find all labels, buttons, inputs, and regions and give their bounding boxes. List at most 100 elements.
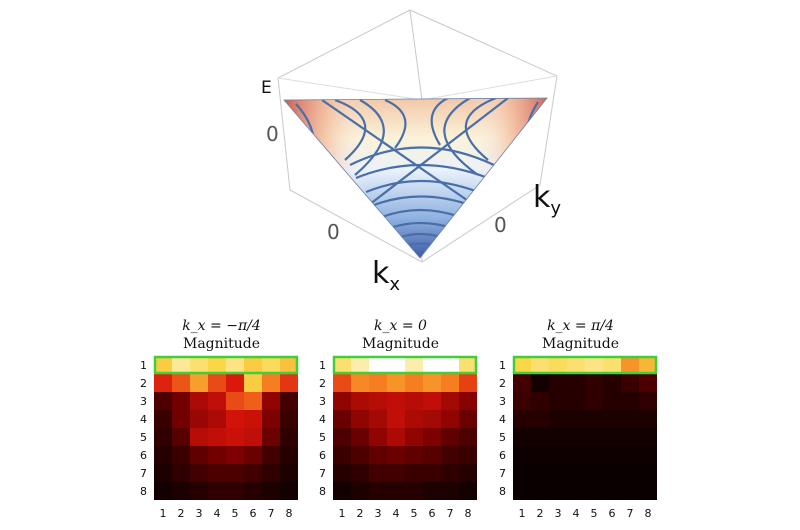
- heatmap-cell: [244, 464, 262, 482]
- heatmap-cell: [513, 356, 531, 374]
- heatmap-cell: [639, 428, 657, 446]
- heatmap-col-tick: 2: [178, 507, 185, 520]
- heatmap-cell: [621, 482, 639, 500]
- heatmap-cell: [441, 446, 459, 464]
- heatmap-cell: [280, 482, 298, 500]
- heatmap-cell: [603, 446, 621, 464]
- energy-axis-tick-zero: 0: [266, 122, 279, 146]
- heatmap-cell: [351, 410, 369, 428]
- heatmap-cell: [280, 356, 298, 374]
- heatmap-row-tick: 6: [319, 449, 326, 462]
- heatmap-row-tick: 1: [319, 359, 326, 372]
- heatmap-row-tick: 7: [140, 467, 147, 480]
- heatmap-cell: [280, 410, 298, 428]
- heatmap-cell: [639, 410, 657, 428]
- heatmap-col-tick: 7: [447, 507, 454, 520]
- heatmap-cell: [513, 464, 531, 482]
- heatmap-row-tick: 3: [140, 395, 147, 408]
- heatmap-cell: [405, 374, 423, 392]
- heatmap-col-tick: 6: [250, 507, 257, 520]
- heatmap-cell: [190, 356, 208, 374]
- heatmap-row-tick: 2: [499, 377, 506, 390]
- heatmap-cell: [226, 482, 244, 500]
- heatmap-col-tick: 4: [393, 507, 400, 520]
- heatmap-cell: [172, 482, 190, 500]
- heatmap-title: k_x = 0: [374, 318, 427, 334]
- heatmap-cell: [567, 464, 585, 482]
- heatmap-cell: [621, 392, 639, 410]
- heatmap-cell: [567, 410, 585, 428]
- heatmap-row-tick: 3: [499, 395, 506, 408]
- heatmap-cell: [280, 446, 298, 464]
- heatmap-row-tick: 4: [140, 413, 147, 426]
- heatmap-row-tick: 1: [499, 359, 506, 372]
- heatmap-cell: [208, 446, 226, 464]
- heatmap-row-tick: 3: [319, 395, 326, 408]
- heatmap-col-tick: 1: [519, 507, 526, 520]
- heatmap-cell: [513, 428, 531, 446]
- heatmap-cell: [549, 482, 567, 500]
- heatmap-cell: [549, 392, 567, 410]
- heatmap-cell: [190, 410, 208, 428]
- ky-axis-label: ky: [533, 180, 561, 219]
- heatmap-row-tick: 8: [499, 485, 506, 498]
- heatmap-row-tick: 5: [319, 431, 326, 444]
- heatmap-cell: [351, 392, 369, 410]
- heatmap-cell: [154, 356, 172, 374]
- heatmap-cell: [603, 464, 621, 482]
- heatmap-row-tick: 2: [140, 377, 147, 390]
- heatmap-cell: [567, 374, 585, 392]
- heatmap-cell: [531, 392, 549, 410]
- heatmap-cell: [226, 392, 244, 410]
- heatmap-col-tick: 7: [627, 507, 634, 520]
- heatmap-title: k_x = π/4: [547, 318, 614, 334]
- heatmap-col-tick: 1: [339, 507, 346, 520]
- heatmap-cell: [208, 356, 226, 374]
- ky-axis-tick-zero: 0: [494, 213, 507, 237]
- heatmap-row-tick: 8: [319, 485, 326, 498]
- heatmap-cell: [513, 446, 531, 464]
- heatmap-col-tick: 4: [214, 507, 221, 520]
- heatmap-cell: [423, 374, 441, 392]
- kx-axis-label: kx: [372, 256, 400, 295]
- heatmap-cell: [639, 392, 657, 410]
- heatmap-cell: [387, 446, 405, 464]
- heatmap-cell: [621, 374, 639, 392]
- heatmap-cell: [262, 482, 280, 500]
- heatmap-cell: [513, 374, 531, 392]
- heatmap-cell: [333, 392, 351, 410]
- heatmap-col-tick: 5: [232, 507, 239, 520]
- heatmap-cell: [405, 446, 423, 464]
- heatmap-cell: [513, 392, 531, 410]
- heatmap-cell: [531, 410, 549, 428]
- heatmap-cell: [369, 482, 387, 500]
- heatmap-col-tick: 8: [465, 507, 472, 520]
- heatmap-cell: [262, 464, 280, 482]
- heatmap-cell: [280, 464, 298, 482]
- heatmap-row-tick: 7: [499, 467, 506, 480]
- heatmap-cell: [226, 428, 244, 446]
- heatmap-row-tick: 2: [319, 377, 326, 390]
- heatmap-cell: [208, 464, 226, 482]
- heatmap-cell: [459, 392, 477, 410]
- heatmap-cell: [387, 428, 405, 446]
- heatmap-cell: [262, 446, 280, 464]
- heatmap-cell: [154, 482, 172, 500]
- heatmap-cell: [585, 374, 603, 392]
- heatmap-cell: [387, 374, 405, 392]
- heatmap-cell: [172, 410, 190, 428]
- heatmap-cell: [567, 446, 585, 464]
- heatmap-cell: [549, 410, 567, 428]
- heatmap-cell: [190, 428, 208, 446]
- heatmap-col-tick: 8: [286, 507, 293, 520]
- heatmap-cell: [208, 428, 226, 446]
- heatmap-cell: [190, 392, 208, 410]
- heatmap-cell: [369, 464, 387, 482]
- heatmap-cell: [639, 446, 657, 464]
- highlight-row-box: [512, 355, 658, 375]
- heatmap-cell: [244, 410, 262, 428]
- heatmap-cell: [441, 374, 459, 392]
- heatmap-cell: [405, 482, 423, 500]
- heatmap-cell: [244, 482, 262, 500]
